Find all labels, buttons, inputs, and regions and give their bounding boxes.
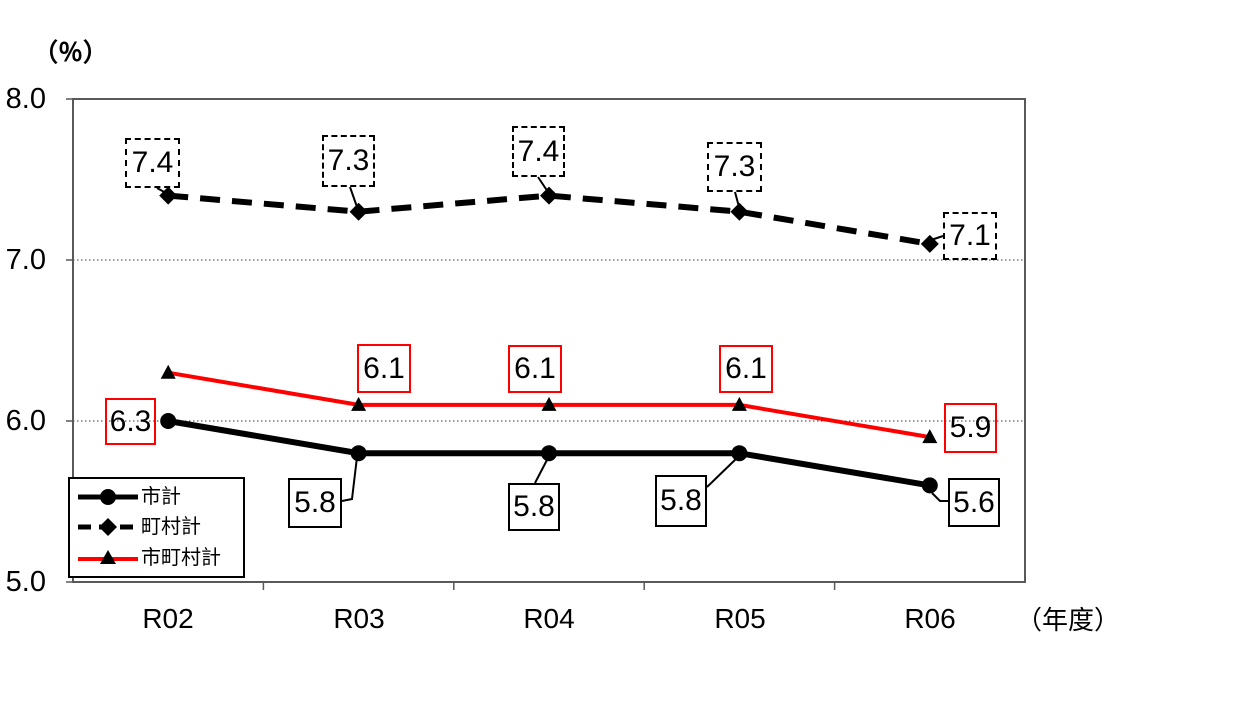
legend-item-shikei: 市計 bbox=[76, 486, 241, 508]
point-label-s1-r03: 7.3 bbox=[322, 135, 375, 187]
legend-label: 市計 bbox=[141, 486, 181, 509]
marker-s0-r06 bbox=[921, 477, 938, 494]
point-label-s0-r05: 5.8 bbox=[655, 475, 707, 527]
label-leader-s0-r04 bbox=[534, 457, 549, 484]
point-label-s2-r03: 6.1 bbox=[357, 344, 411, 393]
x-tick-label-r06: R06 bbox=[904, 603, 956, 634]
marker-s2-r03 bbox=[351, 396, 367, 411]
legend-label: 市町村計 bbox=[141, 546, 221, 569]
x-tick-label-r05: R05 bbox=[714, 603, 766, 634]
x-tick-label-r04: R04 bbox=[523, 603, 575, 634]
point-label-s0-r03: 5.8 bbox=[288, 478, 342, 528]
marker-s1-r05 bbox=[730, 202, 749, 221]
point-label-s2-r04: 6.1 bbox=[508, 345, 562, 393]
marker-s2-r06 bbox=[922, 429, 938, 444]
point-label-s2-r02: 6.3 bbox=[105, 398, 156, 445]
y-tick-label-5.0: 5.0 bbox=[5, 566, 46, 598]
legend-label: 町村計 bbox=[141, 516, 201, 539]
label-leader-s0-r06 bbox=[931, 492, 948, 502]
marker-s1-r02 bbox=[159, 186, 178, 205]
point-label-s2-r06: 5.9 bbox=[944, 403, 997, 453]
legend-swatch-dashed-diamond-icon bbox=[78, 518, 138, 537]
x-tick-label-r02: R02 bbox=[142, 603, 194, 634]
legend-swatch-red-triangle-icon bbox=[78, 549, 138, 564]
marker-s2-r04 bbox=[541, 396, 557, 411]
label-leader-s0-r03 bbox=[341, 456, 358, 502]
y-tick-label-8.0: 8.0 bbox=[5, 83, 46, 115]
marker-s2-r05 bbox=[731, 396, 747, 411]
point-label-s1-r06: 7.1 bbox=[943, 212, 997, 260]
y-tick-label-7.0: 7.0 bbox=[5, 244, 46, 276]
point-label-s0-r04: 5.8 bbox=[508, 483, 560, 531]
x-axis-unit-label: （年度） bbox=[1016, 605, 1121, 635]
x-tick-label-r03: R03 bbox=[333, 603, 385, 634]
point-label-s0-r06: 5.6 bbox=[948, 478, 1000, 527]
plot-border bbox=[72, 98, 1026, 583]
marker-s0-r05 bbox=[731, 445, 748, 462]
legend-item-shichosonkei: 市町村計 bbox=[76, 547, 241, 569]
y-tick-label-6.0: 6.0 bbox=[5, 405, 46, 437]
marker-s1-r04 bbox=[540, 186, 558, 205]
marker-s1-r06 bbox=[920, 234, 939, 253]
marker-s2-r02 bbox=[160, 364, 176, 379]
legend: 市計 町村計 市町村計 bbox=[68, 477, 245, 578]
legend-swatch-solid-circle-icon bbox=[78, 489, 138, 506]
point-label-s2-r05: 6.1 bbox=[719, 345, 773, 393]
point-label-s1-r04: 7.4 bbox=[512, 126, 565, 177]
point-label-s1-r05: 7.3 bbox=[707, 142, 762, 192]
marker-s0-r03 bbox=[350, 445, 367, 462]
marker-s1-r03 bbox=[349, 202, 368, 221]
y-axis-unit-label: （％） bbox=[33, 39, 109, 67]
point-label-s1-r02: 7.4 bbox=[125, 138, 180, 188]
label-leader-s0-r05 bbox=[706, 457, 738, 488]
legend-item-chosonkei: 町村計 bbox=[76, 516, 241, 538]
marker-s0-r04 bbox=[541, 445, 557, 462]
label-leader-s1-r03 bbox=[349, 186, 358, 208]
marker-s0-r02 bbox=[160, 413, 177, 429]
